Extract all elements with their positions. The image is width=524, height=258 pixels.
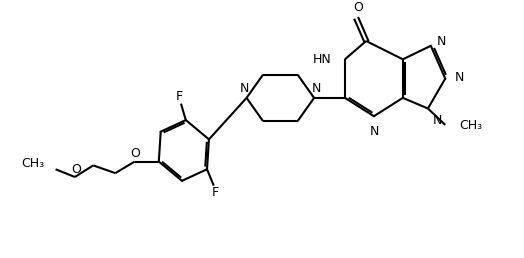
Text: O: O bbox=[71, 163, 81, 176]
Text: O: O bbox=[130, 147, 140, 160]
Text: O: O bbox=[354, 1, 363, 14]
Text: N: N bbox=[455, 71, 464, 84]
Text: CH₃: CH₃ bbox=[459, 119, 482, 132]
Text: HN: HN bbox=[313, 53, 332, 66]
Text: CH₃: CH₃ bbox=[21, 157, 44, 170]
Text: N: N bbox=[311, 82, 321, 95]
Text: F: F bbox=[176, 90, 182, 103]
Text: F: F bbox=[212, 186, 219, 199]
Text: N: N bbox=[433, 114, 442, 127]
Text: N: N bbox=[370, 125, 379, 138]
Text: N: N bbox=[240, 82, 249, 95]
Text: N: N bbox=[436, 35, 446, 49]
